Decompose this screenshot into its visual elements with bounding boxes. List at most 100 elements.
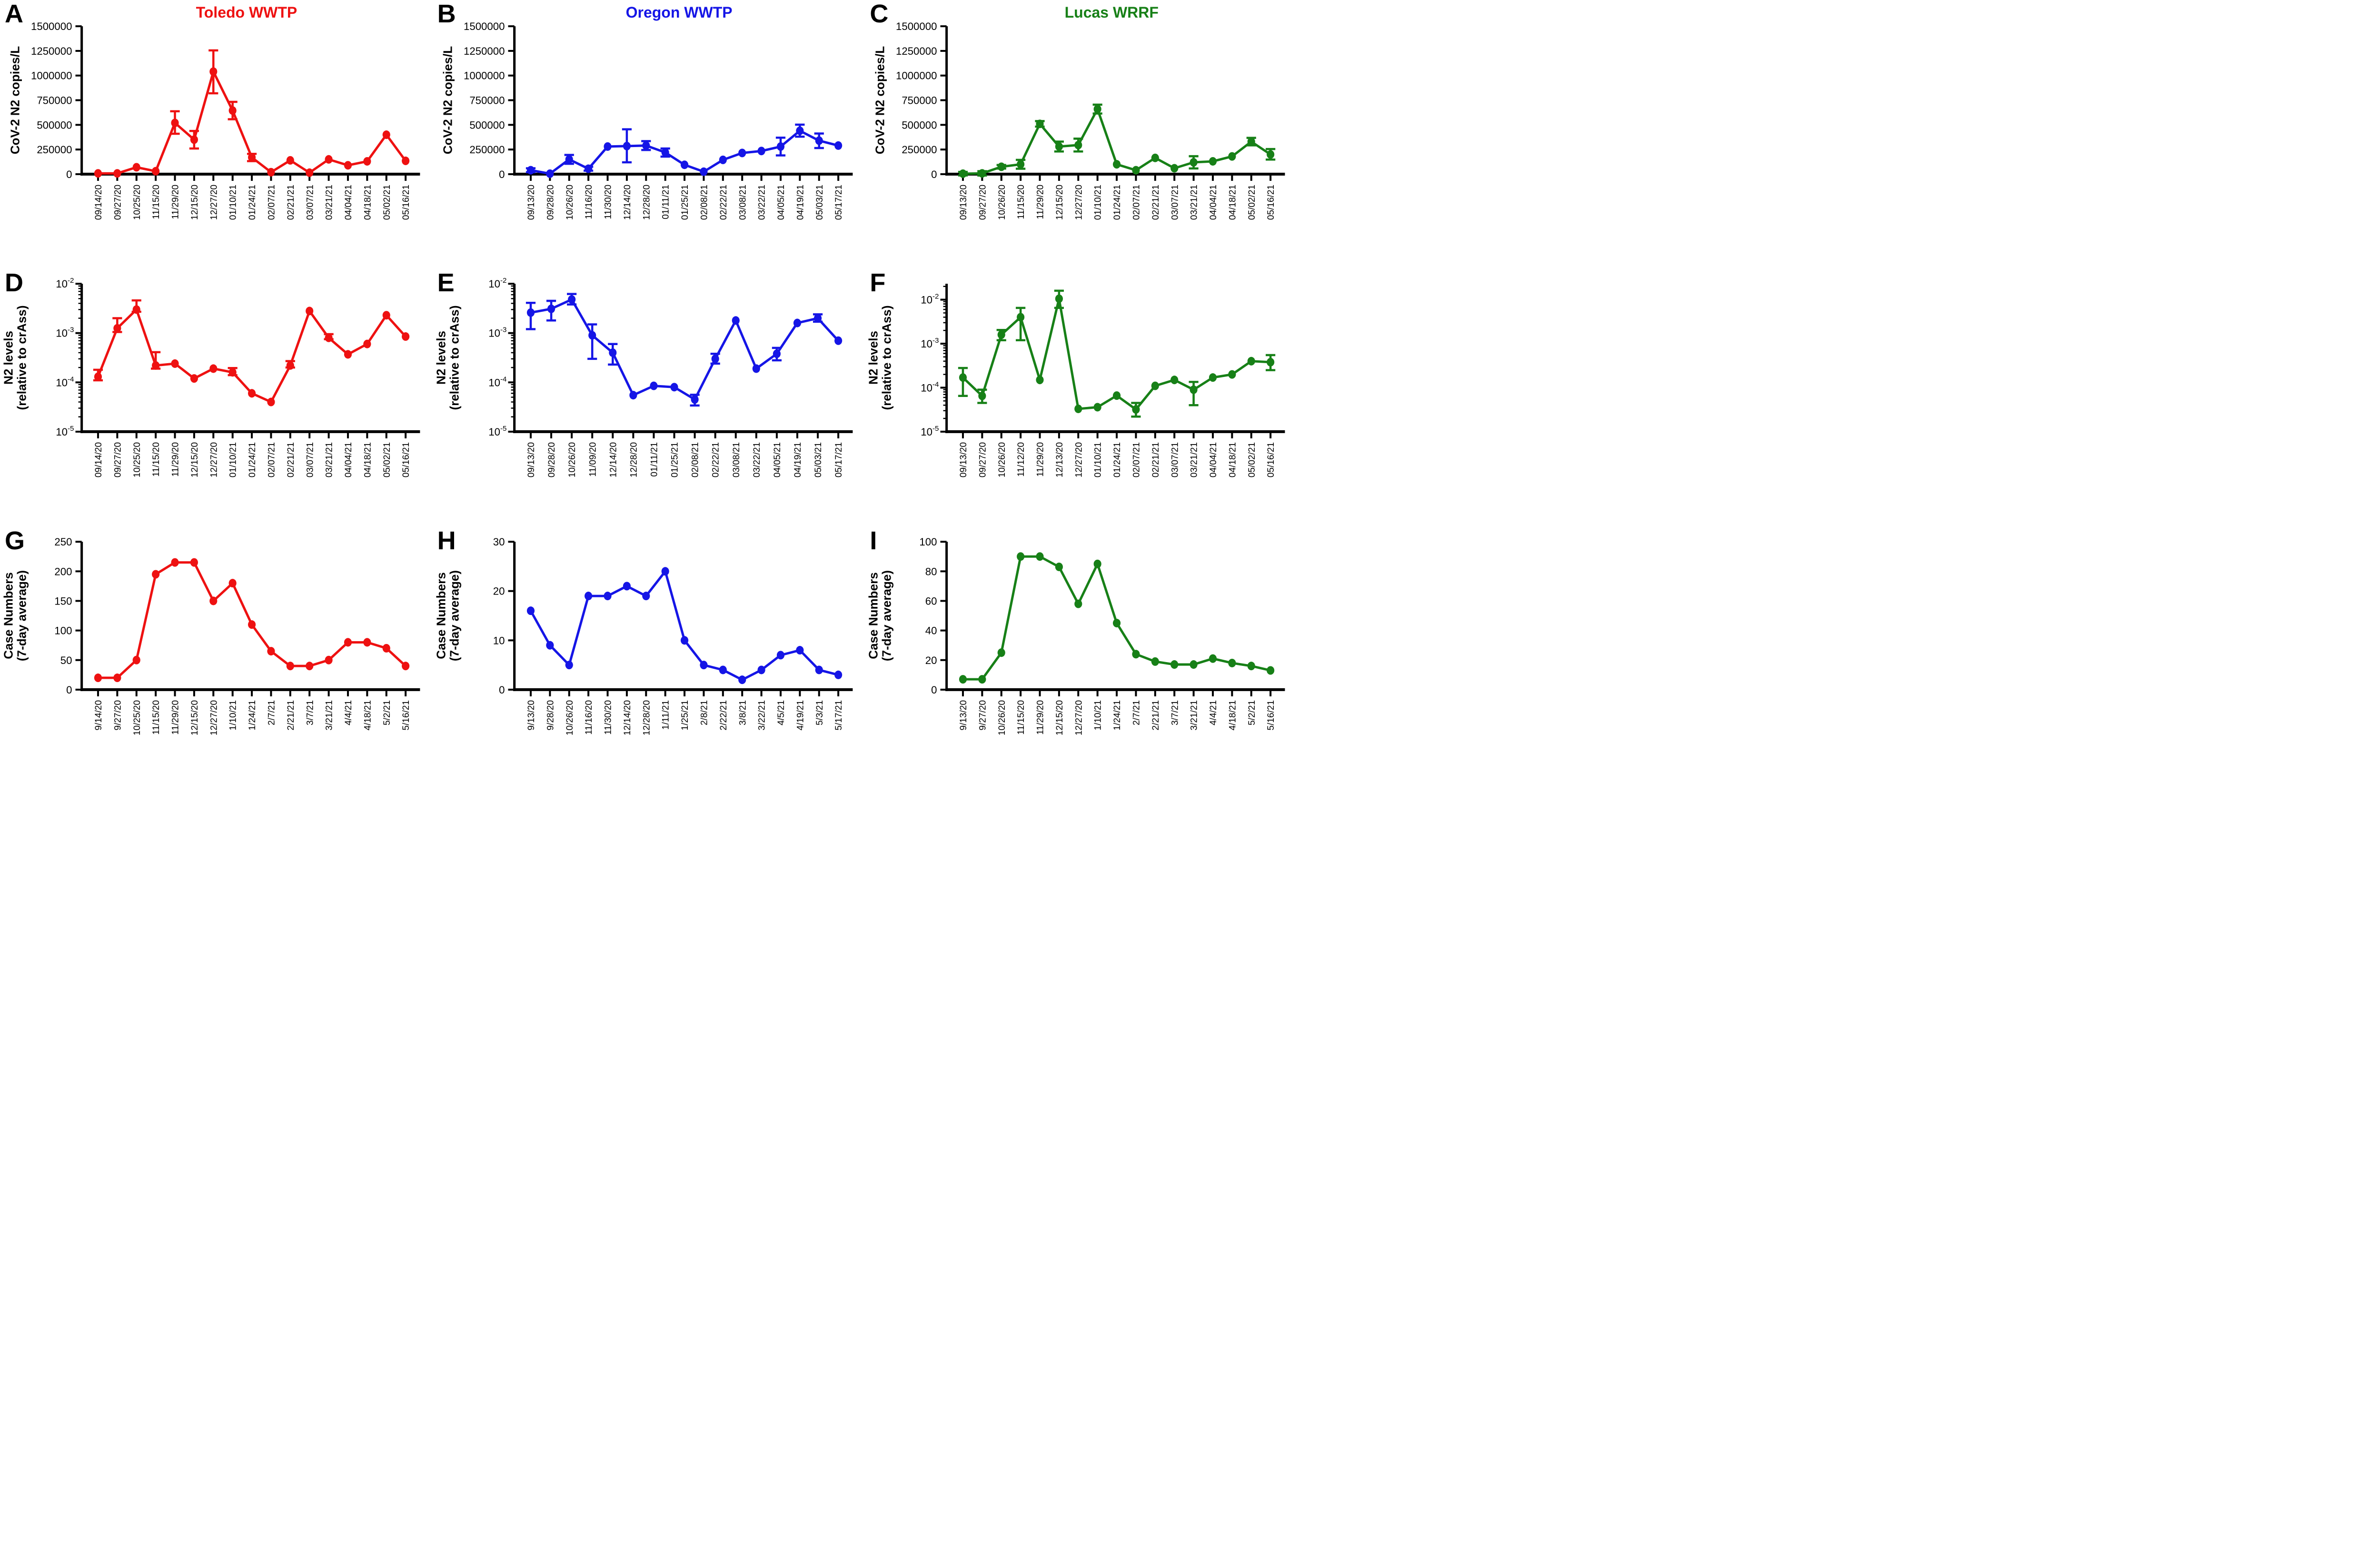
svg-text:02/22/21: 02/22/21 [718, 185, 728, 220]
svg-text:10-3: 10-3 [921, 337, 939, 350]
data-point [286, 156, 294, 165]
data-point [545, 641, 554, 650]
svg-text:100: 100 [54, 624, 72, 636]
svg-text:9/27/20: 9/27/20 [978, 700, 988, 731]
svg-text:10/26/20: 10/26/20 [997, 700, 1007, 735]
svg-text:01/10/21: 01/10/21 [228, 185, 238, 220]
svg-text:01/24/21: 01/24/21 [1112, 185, 1122, 220]
x-axis-ticks: 9/14/20 9/27/20 10/25/20 11/15/20 11/29/20 12… [94, 689, 411, 735]
svg-text:05/16/21: 05/16/21 [1266, 442, 1276, 477]
data-point [1209, 654, 1217, 663]
svg-text:01/10/21: 01/10/21 [1093, 185, 1103, 220]
data-point [363, 157, 371, 166]
data-point [1190, 385, 1198, 395]
data-point [738, 675, 746, 684]
data-point [691, 395, 699, 404]
svg-text:40: 40 [925, 624, 937, 636]
data-point [113, 324, 121, 333]
panel-D: D 10-5 10-4 10-3 10-2 09/14/20 09/27/20 10/25/… [0, 258, 433, 515]
panel-G: G 0 50 100 150 200 250 9/14/20 9/27/20 10/25/20 1… [0, 515, 433, 773]
svg-text:05/03/21: 05/03/21 [814, 185, 824, 220]
svg-text:(relative to crAss): (relative to crAss) [14, 306, 29, 410]
svg-text:1000000: 1000000 [464, 70, 505, 82]
data-series [526, 566, 842, 684]
svg-text:01/24/21: 01/24/21 [1112, 442, 1122, 477]
data-point [1247, 661, 1256, 670]
y-axis-label: Case Numbers(7-day average) [866, 570, 893, 661]
svg-text:80: 80 [925, 565, 937, 577]
svg-text:02/22/21: 02/22/21 [711, 442, 721, 477]
svg-text:1250000: 1250000 [896, 45, 937, 57]
data-point [1113, 160, 1121, 169]
data-point [776, 142, 784, 151]
y-axis-ticks: 0 250000 500000 750000 1000000 1250000 1500000 [464, 20, 515, 180]
svg-text:10/25/20: 10/25/20 [132, 442, 142, 477]
data-point [1113, 618, 1121, 627]
data-point [834, 670, 842, 679]
svg-text:10-4: 10-4 [56, 376, 74, 389]
chart-oregon-n2-copies: 0 250000 500000 750000 1000000 1250000 1500000… [440, 20, 853, 220]
data-point [623, 581, 631, 591]
data-point [228, 578, 237, 587]
svg-text:09/13/20: 09/13/20 [526, 185, 536, 220]
data-point [325, 655, 333, 664]
data-point [711, 355, 719, 364]
data-point [94, 169, 102, 178]
svg-text:30: 30 [493, 536, 505, 548]
svg-text:5/2/21: 5/2/21 [1247, 700, 1257, 725]
data-point [1017, 552, 1025, 561]
data-point [959, 169, 967, 178]
svg-text:09/13/20: 09/13/20 [959, 185, 969, 220]
svg-text:09/14/20: 09/14/20 [94, 442, 104, 477]
data-point [997, 162, 1006, 171]
svg-text:12/27/20: 12/27/20 [1074, 700, 1084, 735]
svg-text:9/14/20: 9/14/20 [94, 700, 104, 731]
svg-text:3/21/21: 3/21/21 [1190, 700, 1200, 731]
data-point [1170, 660, 1179, 669]
data-point [1036, 552, 1044, 561]
data-point [661, 148, 669, 157]
y-axis-label: CoV-2 N2 copies/L [873, 46, 887, 154]
panel-title-oregon: Oregon WWTP [625, 4, 733, 21]
data-point [382, 130, 390, 139]
data-series [526, 126, 842, 178]
data-point [978, 674, 986, 684]
data-point [584, 164, 592, 173]
data-point [1093, 403, 1102, 412]
svg-text:03/21/21: 03/21/21 [1190, 185, 1200, 220]
svg-text:01/10/21: 01/10/21 [228, 442, 238, 477]
data-point [700, 167, 708, 176]
data-point [545, 169, 554, 178]
svg-text:11/15/20: 11/15/20 [1016, 700, 1026, 735]
panel-A: A Toledo WWTP 0 250000 500000 750000 1000000… [0, 0, 433, 258]
svg-text:10-2: 10-2 [56, 277, 74, 290]
svg-text:05/17/21: 05/17/21 [834, 185, 844, 220]
y-axis-ticks: 0 250000 500000 750000 1000000 1250000 1500000 [31, 20, 82, 180]
svg-text:11/12/20: 11/12/20 [1016, 442, 1026, 477]
data-point [171, 558, 179, 567]
svg-text:CoV-2 N2 copies/L: CoV-2 N2 copies/L [873, 46, 887, 154]
y-axis-ticks: 0 20 40 60 80 100 [920, 536, 947, 696]
svg-text:3/22/21: 3/22/21 [757, 700, 767, 731]
svg-text:5/16/21: 5/16/21 [1266, 700, 1276, 731]
axes [80, 541, 420, 691]
svg-text:04/19/21: 04/19/21 [793, 442, 803, 477]
svg-text:09/27/20: 09/27/20 [113, 185, 123, 220]
svg-text:1000000: 1000000 [896, 70, 937, 82]
svg-text:04/05/21: 04/05/21 [776, 185, 786, 220]
data-point [1228, 658, 1236, 667]
data-point [588, 331, 596, 340]
svg-text:3/8/21: 3/8/21 [738, 700, 748, 725]
svg-text:10-4: 10-4 [921, 381, 939, 394]
data-point [1055, 294, 1063, 303]
data-point [604, 142, 612, 151]
y-axis-ticks: 10-5 10-4 10-3 10-2 [56, 277, 82, 438]
svg-text:02/21/21: 02/21/21 [286, 442, 296, 477]
data-point [190, 558, 198, 567]
svg-text:11/30/20: 11/30/20 [603, 185, 613, 219]
svg-text:4/18/21: 4/18/21 [363, 700, 373, 731]
data-point [1228, 370, 1236, 379]
x-axis-ticks: 09/13/20 09/28/20 10/26/20 11/09/20 12/14/20… [526, 432, 844, 477]
data-point [793, 318, 801, 327]
data-point [152, 361, 160, 370]
